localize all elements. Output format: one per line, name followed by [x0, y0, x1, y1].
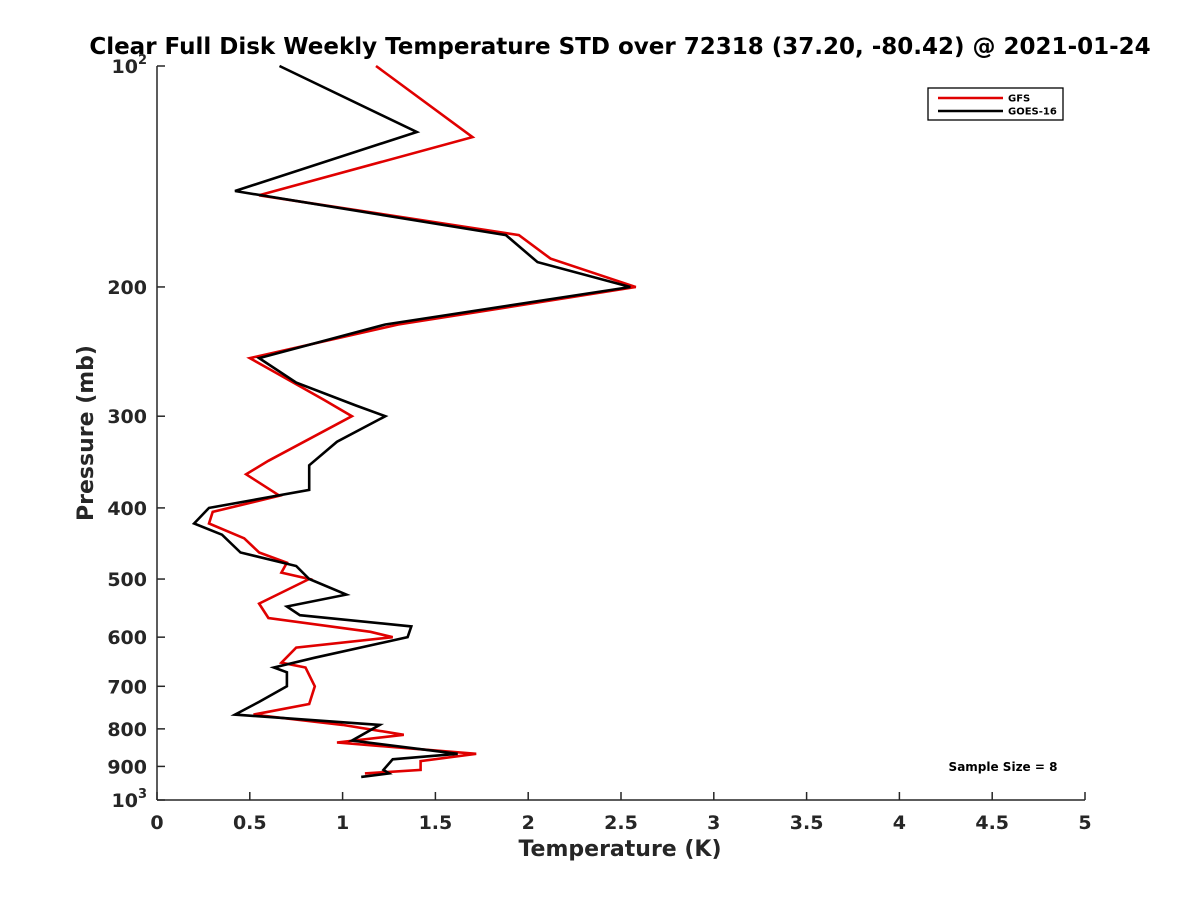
- plot-background: [157, 66, 1085, 800]
- x-tick-label: 4: [893, 812, 906, 834]
- series-group: [191, 64, 637, 779]
- x-tick-label: 5: [1078, 812, 1091, 834]
- x-axis-label: Temperature (K): [518, 837, 721, 862]
- x-tick-label: 3.5: [790, 812, 824, 834]
- legend-label: GFS: [1008, 94, 1030, 105]
- y-tick-label: 103: [112, 787, 148, 812]
- plot-area: [157, 66, 1085, 800]
- axes: 0 0.5 1 1.5 2 2.5 3 3.5 4 4.5 5 102 200 300 400 500 600 7…: [107, 53, 1091, 834]
- x-tick-label: 0: [150, 812, 163, 834]
- y-tick-label: 600: [107, 627, 147, 649]
- x-tick-label: 1.5: [419, 812, 453, 834]
- series-line-goes-16: [191, 64, 631, 779]
- y-tick-label: 400: [107, 498, 147, 520]
- chart-title: Clear Full Disk Weekly Temperature STD o…: [89, 34, 1150, 60]
- y-tick-label: 500: [107, 569, 147, 591]
- series-line-gfs: [207, 64, 637, 775]
- y-tick-label: 800: [107, 719, 147, 741]
- x-tick-label: 2: [522, 812, 535, 834]
- sample-size-annotation: Sample Size = 8: [949, 760, 1058, 774]
- y-tick-label: 900: [107, 756, 147, 778]
- legend-box: [927, 87, 1064, 121]
- legend-label: GOES-16: [1008, 107, 1057, 118]
- y-tick-label: 300: [107, 406, 147, 428]
- x-tick-label: 3: [707, 812, 720, 834]
- x-tick-label: 0.5: [233, 812, 267, 834]
- y-tick-label: 200: [107, 277, 147, 299]
- legend: GFS GOES-16: [927, 87, 1064, 121]
- x-tick-label: 4.5: [975, 812, 1009, 834]
- x-tick-label: 1: [336, 812, 349, 834]
- y-tick-label: 102: [112, 53, 148, 78]
- y-tick-label: 700: [107, 676, 147, 698]
- x-tick-label: 2.5: [604, 812, 638, 834]
- y-axis-label: Pressure (mb): [74, 345, 99, 521]
